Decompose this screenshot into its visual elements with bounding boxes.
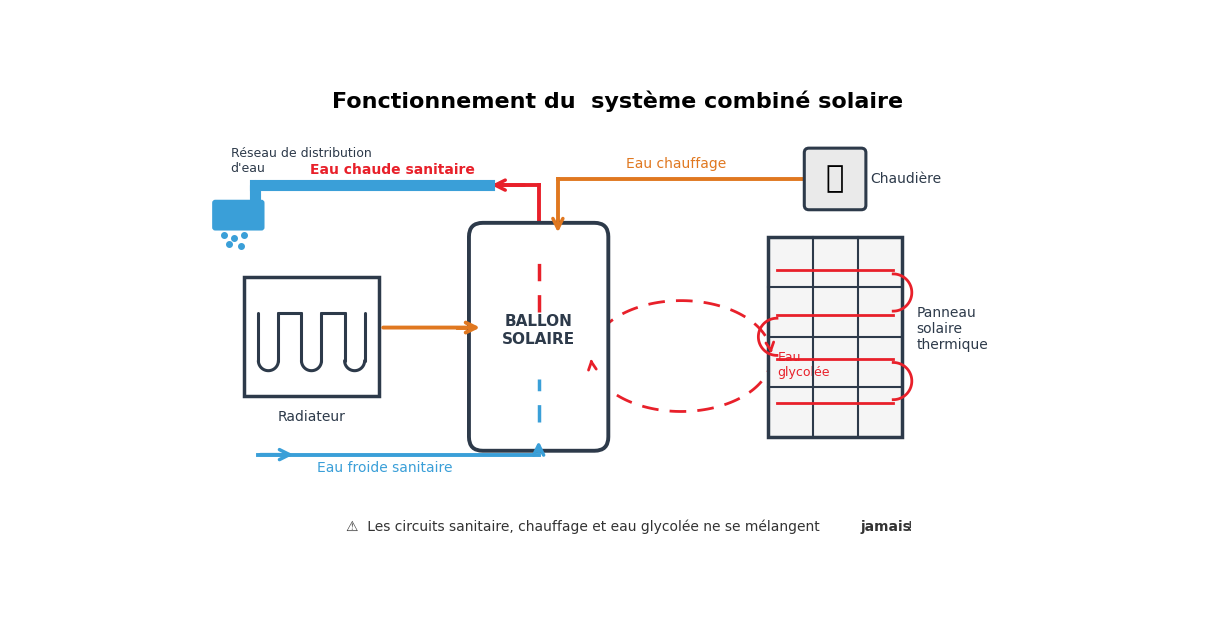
Text: Réseau de distribution
d'eau: Réseau de distribution d'eau xyxy=(230,147,371,175)
FancyBboxPatch shape xyxy=(768,237,903,437)
Text: Chaudière: Chaudière xyxy=(870,172,941,186)
Text: Eau chaude sanitaire: Eau chaude sanitaire xyxy=(310,163,475,177)
Text: jamais: jamais xyxy=(860,520,911,534)
FancyBboxPatch shape xyxy=(245,277,378,396)
Text: Eau
glycolée: Eau glycolée xyxy=(777,351,830,379)
Text: Radiateur: Radiateur xyxy=(277,411,346,424)
Text: Eau chauffage: Eau chauffage xyxy=(625,158,725,171)
Text: Fonctionnement du  système combiné solaire: Fonctionnement du système combiné solair… xyxy=(333,91,903,112)
FancyBboxPatch shape xyxy=(804,148,866,210)
FancyBboxPatch shape xyxy=(212,200,265,231)
Text: ⚠  Les circuits sanitaire, chauffage et eau glycolée ne se mélangent: ⚠ Les circuits sanitaire, chauffage et e… xyxy=(346,520,824,534)
Text: Eau froide sanitaire: Eau froide sanitaire xyxy=(317,461,452,475)
FancyBboxPatch shape xyxy=(469,223,609,451)
Text: 🔥: 🔥 xyxy=(825,164,845,194)
Text: Panneau
solaire
thermique: Panneau solaire thermique xyxy=(916,306,988,352)
Text: !: ! xyxy=(903,520,913,534)
Text: BALLON
SOLAIRE: BALLON SOLAIRE xyxy=(502,314,575,347)
